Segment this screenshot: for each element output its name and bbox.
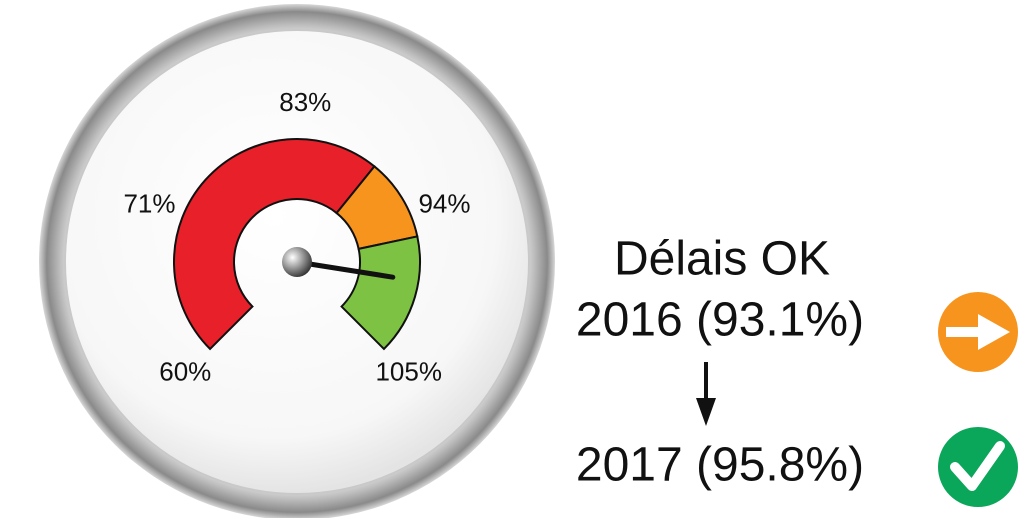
gauge-band (340, 235, 421, 351)
tick-label: 60% (159, 357, 211, 387)
tick-label: 71% (123, 188, 175, 218)
tick-label: 94% (418, 188, 470, 218)
trend-icon (938, 292, 1018, 372)
down-arrow (696, 362, 716, 426)
title: Délais OK (614, 233, 830, 286)
annotation: 2017 (95.8%) (576, 439, 864, 492)
gauge: 60% 71% 83% 94% 105% (123, 87, 470, 387)
annotation: 2016 (93.1%) (576, 294, 864, 347)
needle (294, 259, 396, 280)
gauge-band (173, 138, 376, 351)
tick-label: 105% (375, 357, 442, 387)
tick-label: 83% (279, 87, 331, 117)
check-icon (938, 427, 1018, 507)
needle-pivot (282, 247, 312, 277)
